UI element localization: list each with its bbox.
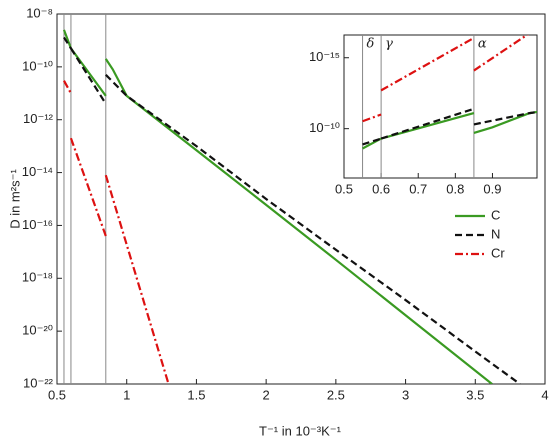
- y-tick-label: 10⁻⁸: [26, 5, 53, 20]
- x-tick-label: 0.5: [335, 181, 353, 196]
- legend-label: C: [491, 207, 500, 222]
- series-line: [63, 36, 521, 384]
- y-tick-label: 10⁻¹⁴: [22, 164, 53, 179]
- y-tick-label: 10⁻¹⁰: [309, 120, 340, 135]
- legend-label: N: [491, 226, 500, 241]
- inset-frame: [343, 34, 538, 179]
- x-tick-label: 4: [541, 387, 548, 402]
- x-tick-label: 0.7: [409, 181, 427, 196]
- y-tick-label: 10⁻¹⁵: [309, 49, 340, 64]
- y-tick-label: 10⁻²²: [23, 375, 54, 390]
- x-tick-label: 1: [123, 387, 130, 402]
- y-axis-label: D in m²s⁻¹: [7, 169, 22, 229]
- main-plot: [62, 14, 521, 384]
- plot-frame: [56, 13, 546, 385]
- phase-label: γ: [385, 37, 393, 52]
- y-tick-label: 10⁻²⁰: [22, 323, 53, 338]
- phase-label: δ: [367, 37, 375, 52]
- x-tick-label: 2.5: [327, 387, 345, 402]
- series-line: [63, 80, 170, 384]
- series-line: [362, 107, 537, 146]
- series-line: [362, 110, 537, 150]
- x-tick-label: 2: [263, 387, 270, 402]
- x-tick-label: 1.5: [187, 387, 205, 402]
- y-tick-label: 10⁻¹²: [23, 111, 54, 126]
- series-line: [62, 29, 493, 384]
- phase-label: α: [478, 37, 487, 52]
- y-tick-label: 10⁻¹⁰: [22, 58, 53, 73]
- y-tick-label: 10⁻¹⁶: [22, 217, 53, 232]
- x-tick-label: 0.8: [446, 181, 464, 196]
- series-line: [362, 35, 529, 123]
- x-axis-label: T⁻¹ in 10⁻³K⁻¹: [259, 423, 342, 438]
- x-tick-label: 0.6: [372, 181, 390, 196]
- y-tick-label: 10⁻¹⁸: [22, 270, 53, 285]
- x-tick-label: 3: [402, 387, 409, 402]
- x-tick-label: 0.5: [48, 387, 66, 402]
- x-tick-label: 3.5: [466, 387, 484, 402]
- legend-label: Cr: [491, 245, 505, 260]
- x-tick-label: 0.9: [483, 181, 501, 196]
